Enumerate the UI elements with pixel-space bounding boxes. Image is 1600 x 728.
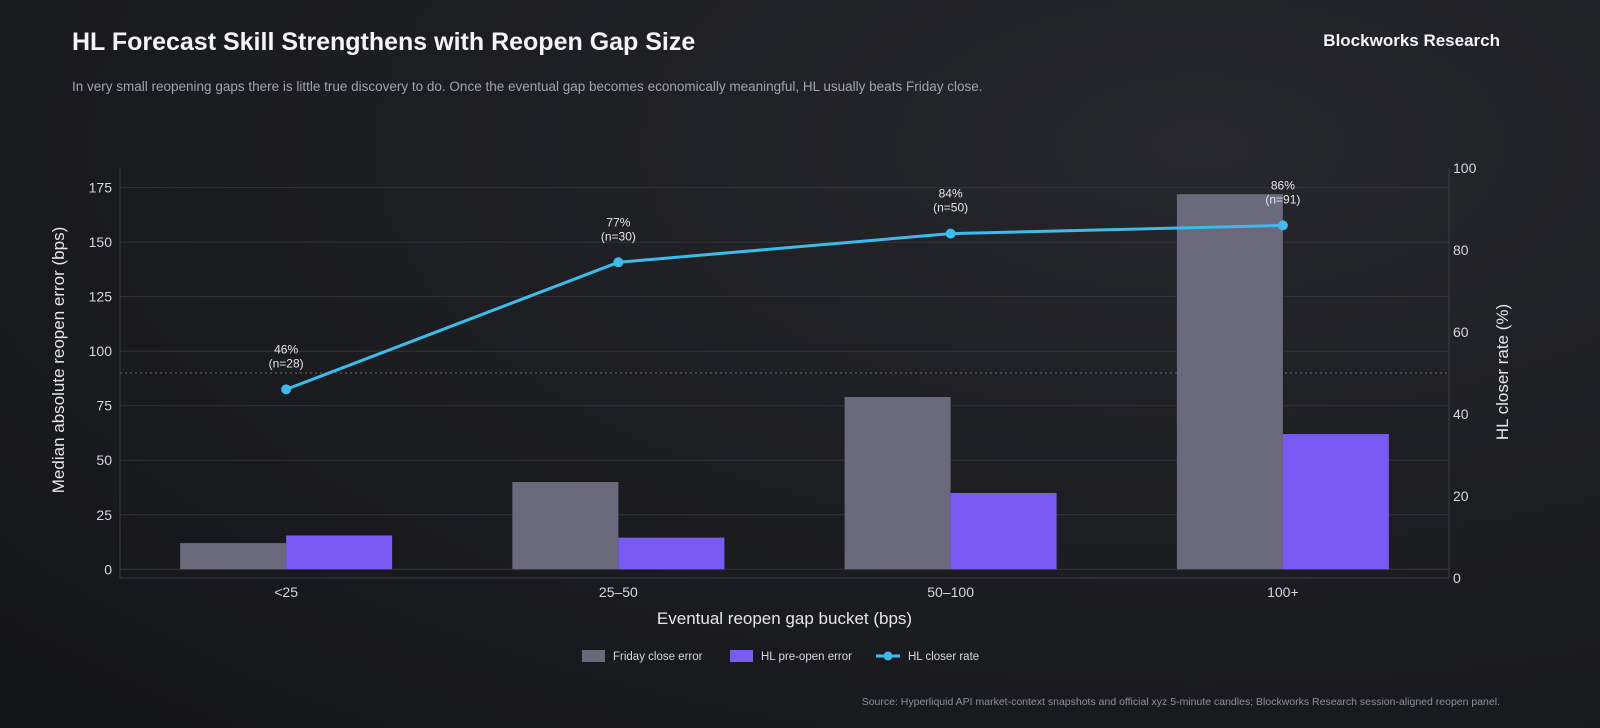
- data-label-pct: 46%: [274, 342, 298, 356]
- x-tick-label: 100+: [1267, 584, 1299, 600]
- data-label-n: (n=50): [933, 201, 968, 215]
- y-tick-label: 75: [96, 398, 112, 414]
- hl-closer-rate-point: [281, 384, 292, 395]
- legend-label-friday: Friday close error: [613, 651, 703, 663]
- bar-friday-close-error: [180, 543, 287, 570]
- y-tick-label: 175: [89, 180, 113, 196]
- hl-closer-rate-line: [285, 223, 1283, 391]
- bar-hl-preopen-error: [286, 535, 393, 570]
- y-tick-label: 100: [89, 343, 113, 359]
- bar-friday-close-error: [1176, 194, 1283, 570]
- x-tick-label: <25: [274, 584, 298, 600]
- chart-title: HL Forecast Skill Strengthens with Reope…: [72, 28, 696, 56]
- y-tick-label: 0: [104, 561, 112, 577]
- line-layer: [281, 220, 1288, 395]
- legend-label-rate: HL closer rate: [908, 651, 979, 663]
- chart-subtitle: In very small reopening gaps there is li…: [72, 79, 983, 94]
- x-tick-label: 25–50: [599, 584, 638, 600]
- data-label-n: (n=28): [269, 356, 304, 370]
- y2-tick-label: 40: [1453, 406, 1469, 422]
- bar-friday-close-error: [844, 396, 951, 570]
- axis-layer: 0 25 50 75 100 125 150 175 0 20 40 60 80 100 <25 25–50 5…: [49, 160, 1512, 628]
- bar-layer: [180, 194, 1389, 570]
- y-tick-label: 125: [89, 289, 113, 305]
- legend: Friday close error HL pre-open error HL cl…: [582, 650, 979, 663]
- data-label-pct: 84%: [939, 187, 963, 201]
- y-tick-label: 50: [96, 452, 112, 468]
- y2-tick-label: 0: [1453, 570, 1461, 586]
- y-tick-label: 150: [89, 234, 113, 250]
- y2-tick-label: 80: [1453, 242, 1469, 258]
- y2-tick-label: 100: [1453, 160, 1477, 176]
- legend-swatch-friday: [582, 650, 605, 662]
- bar-hl-preopen-error: [1282, 434, 1389, 570]
- x-axis-title: Eventual reopen gap bucket (bps): [657, 609, 912, 628]
- data-label-n: (n=91): [1265, 192, 1300, 206]
- legend-swatch-hl: [730, 650, 753, 662]
- hl-closer-rate-point: [1277, 220, 1288, 231]
- bar-hl-preopen-error: [950, 492, 1057, 570]
- y2-tick-label: 60: [1453, 324, 1469, 340]
- label-layer: 46%(n=28) 77%(n=30) 84%(n=50) 86%(n=91): [269, 178, 1301, 370]
- y-axis-title: Median absolute reopen error (bps): [49, 227, 68, 493]
- y-tick-label: 25: [96, 507, 112, 523]
- brand-logo-text: Blockworks Research: [1323, 31, 1500, 50]
- y2-axis-title: HL closer rate (%): [1493, 304, 1512, 440]
- bar-friday-close-error: [512, 482, 619, 570]
- hl-closer-rate-point: [613, 257, 624, 268]
- source-note: Source: Hyperliquid API market-context s…: [861, 696, 1500, 708]
- data-label-pct: 86%: [1271, 178, 1295, 192]
- legend-swatch-marker: [883, 651, 893, 661]
- legend-label-hl: HL pre-open error: [761, 651, 852, 663]
- data-label-n: (n=30): [601, 229, 636, 243]
- data-label-pct: 77%: [606, 215, 630, 229]
- x-tick-label: 50–100: [927, 584, 974, 600]
- bar-hl-preopen-error: [618, 537, 725, 570]
- y2-tick-label: 20: [1453, 488, 1469, 504]
- hl-closer-rate-point: [945, 228, 956, 239]
